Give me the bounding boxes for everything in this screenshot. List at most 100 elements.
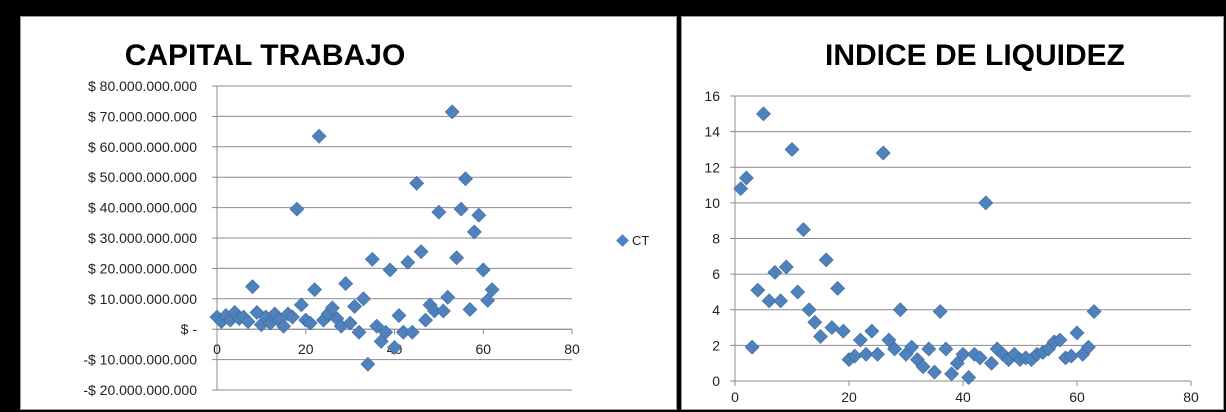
- data-point: [756, 106, 771, 122]
- data-point: [944, 366, 960, 382]
- y-tick-label: 14: [704, 124, 720, 140]
- data-point: [404, 324, 420, 340]
- data-point: [324, 300, 340, 316]
- data-point: [338, 276, 354, 292]
- data-point: [400, 254, 416, 270]
- y-tick-label: -$ 20.000.000.000: [83, 382, 197, 398]
- data-point: [378, 324, 394, 340]
- data-point: [887, 341, 903, 357]
- data-point: [387, 340, 402, 355]
- y-tick-label: $ 20.000.000.000: [88, 260, 197, 276]
- gridlines: [735, 95, 1191, 382]
- data-point: [915, 359, 931, 375]
- data-point: [364, 251, 380, 267]
- data-point: [462, 302, 478, 317]
- data-point: [773, 293, 789, 309]
- y-tick-label: $ 50.000.000.000: [88, 169, 197, 185]
- chart-title: INDICE DE LIQUIDEZ: [825, 39, 1125, 72]
- x-tick-label: 0: [213, 341, 221, 357]
- data-point: [1080, 339, 1096, 355]
- data-point: [391, 308, 407, 323]
- data-point: [733, 181, 749, 197]
- y-tick-label: 10: [704, 195, 720, 211]
- capital-trabajo-chart: CAPITAL TRABAJO $ 80.000.000.000 $ 70.000…: [83, 39, 649, 398]
- data-point: [431, 204, 447, 220]
- scatter-points: [209, 104, 500, 372]
- data-point: [471, 207, 487, 223]
- y-tick-label: 12: [704, 159, 720, 175]
- data-point: [824, 320, 840, 335]
- data-point: [892, 302, 908, 318]
- data-point: [435, 303, 451, 319]
- data-point: [351, 324, 367, 340]
- data-point: [245, 279, 260, 295]
- data-point: [276, 318, 291, 334]
- chart-title: CAPITAL TRABAJO: [125, 39, 406, 72]
- data-point: [904, 339, 920, 355]
- data-point: [418, 312, 433, 328]
- data-point: [835, 323, 851, 339]
- data-point: [830, 280, 846, 296]
- y-tick-label: $ 70.000.000.000: [88, 108, 197, 124]
- legend-marker: [616, 234, 629, 247]
- data-point: [813, 329, 828, 344]
- data-point: [790, 284, 806, 300]
- data-point: [938, 341, 954, 357]
- y-tick-label: -$ 10.000.000.000: [83, 352, 197, 368]
- data-point: [307, 282, 323, 298]
- data-point: [921, 341, 937, 357]
- x-tick-label: 20: [298, 341, 314, 357]
- chart-panel-indice-liquidez: INDICE DE LIQUIDEZ 16 14 12 10 8 6 4 2 0 0 20 40 60 8…: [681, 16, 1224, 410]
- data-point: [1069, 325, 1085, 341]
- data-point: [409, 175, 425, 191]
- data-point: [289, 201, 305, 217]
- legend-label-ct: CT: [632, 233, 649, 248]
- data-point: [875, 145, 891, 161]
- x-tick-label: 80: [564, 341, 580, 357]
- data-point: [767, 264, 783, 280]
- chart-panel-capital-trabajo: CAPITAL TRABAJO $ 80.000.000.000 $ 70.000…: [20, 16, 677, 410]
- data-point: [784, 142, 800, 157]
- data-point: [807, 314, 823, 330]
- data-point: [444, 104, 460, 120]
- data-point: [480, 292, 496, 308]
- data-point: [870, 346, 885, 362]
- data-point: [818, 252, 834, 268]
- axes: $ 80.000.000.000 $ 70.000.000.000 $ 60.000…: [83, 78, 580, 398]
- data-point: [240, 314, 256, 330]
- y-tick-label: $ 80.000.000.000: [88, 78, 197, 94]
- data-point: [750, 282, 766, 298]
- data-point: [984, 355, 999, 371]
- data-point: [369, 318, 385, 334]
- data-point: [347, 298, 362, 314]
- x-tick-label: 20: [841, 389, 857, 405]
- data-point: [453, 201, 469, 217]
- data-point: [744, 339, 760, 355]
- data-point: [972, 350, 988, 366]
- data-point: [311, 128, 327, 144]
- data-point: [293, 297, 309, 313]
- x-tick-label: 60: [1069, 389, 1085, 405]
- data-point: [356, 291, 371, 307]
- data-point: [864, 323, 880, 339]
- data-point: [961, 370, 977, 385]
- y-tick-label: 6: [712, 266, 720, 282]
- data-point: [360, 356, 376, 372]
- data-point: [449, 250, 465, 266]
- y-tick-label: $ 60.000.000.000: [88, 139, 197, 155]
- data-point: [801, 302, 817, 318]
- data-point: [761, 293, 777, 309]
- y-tick-label: $ 10.000.000.000: [88, 291, 197, 307]
- x-tick-label: 0: [731, 389, 739, 405]
- data-point: [1086, 304, 1102, 319]
- data-point: [440, 289, 456, 305]
- y-tick-label: $ 40.000.000.000: [88, 200, 197, 216]
- x-tick-label: 60: [475, 341, 491, 357]
- x-tick-label: 40: [955, 389, 971, 405]
- data-point: [881, 332, 897, 348]
- data-point: [1052, 332, 1068, 348]
- y-tick-label: 8: [712, 231, 720, 247]
- y-tick-label: 0: [712, 373, 720, 389]
